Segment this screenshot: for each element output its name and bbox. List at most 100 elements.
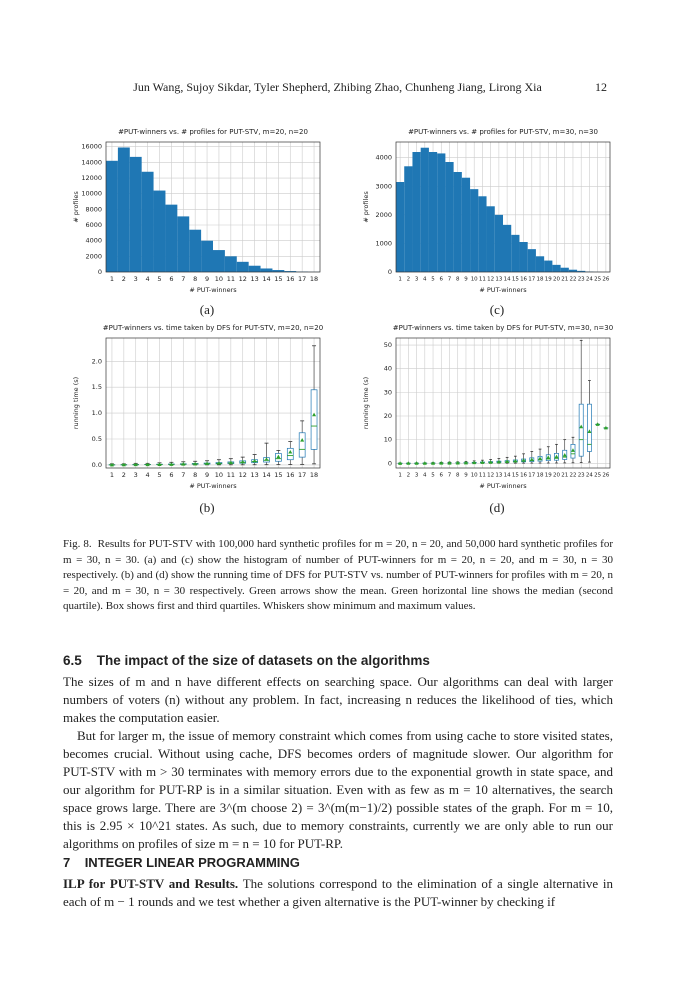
x-tick-label: 5 [157,275,161,283]
paragraph-text: The solutions correspond to the eliminat… [63,876,614,909]
box [578,403,584,457]
bar [248,265,261,272]
x-tick-label: 2 [122,471,126,479]
bar [272,270,285,272]
box [587,403,592,452]
x-tick-label: 14 [262,275,270,283]
x-tick-label: 7 [181,275,185,283]
x-axis-label: # PUT-winners [479,286,527,294]
bar [213,250,225,272]
mean-marker [133,462,138,467]
section-heading: 6.5 The impact of the size of datasets o… [63,653,430,668]
mean-marker [521,458,526,462]
x-tick-label: 7 [448,277,452,283]
x-tick-label: 2 [122,275,126,283]
bar [396,182,405,272]
x-tick-label: 4 [146,471,150,479]
y-tick-label: 3000 [375,182,392,190]
x-tick-label: 6 [169,275,173,283]
bar [511,234,520,272]
run-in-heading: ILP for PUT-STV and Results. [63,876,239,891]
x-tick-label: 3 [415,277,419,283]
mean-marker [240,459,245,464]
x-tick-label: 1 [110,275,114,283]
x-tick-label: 18 [537,277,544,283]
y-tick-label: 1000 [375,239,392,247]
x-tick-label: 13 [495,277,502,283]
x-tick-label: 12 [239,471,247,479]
paragraph: The sizes of m and n have different effe… [63,674,613,725]
bar [165,204,178,272]
mean-marker [455,460,460,465]
mean-marker [554,454,559,459]
x-tick-label: 10 [215,275,223,283]
x-tick-label: 25 [594,473,601,479]
x-tick-label: 25 [594,277,601,283]
mean-marker [398,461,403,465]
x-tick-label: 14 [504,277,511,283]
x-tick-label: 21 [561,277,568,283]
y-tick-label: 20 [384,412,392,420]
plot-frame [105,337,321,469]
bar [494,214,503,272]
bar [568,269,578,272]
x-tick-label: 17 [528,473,535,479]
x-tick-label: 26 [602,277,609,283]
x-axis-label: # PUT-winners [189,286,237,294]
section-heading: 7 INTEGER LINEAR PROGRAMMING [63,855,300,870]
x-tick-label: 5 [431,473,435,479]
x-tick-label: 4 [146,275,150,283]
x-tick-label: 7 [448,473,452,479]
section-number: 7 [63,855,71,870]
paragraph: But for larger m, the issue of memory co… [63,728,613,851]
x-tick-label: 3 [415,473,419,479]
x-tick-label: 23 [578,473,585,479]
bar [420,147,429,272]
y-tick-label: 16000 [81,143,102,151]
x-tick-label: 13 [495,473,502,479]
y-tick-label: 40 [384,365,392,373]
y-tick-label: 0.0 [92,461,102,469]
x-tick-label: 11 [227,471,235,479]
x-tick-label: 10 [471,277,478,283]
caption: Fig. 8. Results for PUT-STV with 100,000… [63,537,613,615]
mean-marker [422,461,427,465]
x-tick-label: 16 [520,277,527,283]
mean-marker [288,449,293,454]
mean-marker [264,457,269,461]
bar [412,152,421,272]
mean-marker [431,461,436,465]
x-tick-label: 8 [456,473,460,479]
bar [428,152,438,272]
page-number: 12 [595,80,607,94]
bar [552,264,561,272]
x-axis-label: # PUT-winners [189,482,237,490]
bar [503,224,512,272]
chart: #PUT-winners vs. time taken by DFS for P… [362,324,613,490]
y-tick-label: 14000 [81,158,102,166]
x-tick-label: 26 [602,473,609,479]
x-tick-label: 8 [456,277,460,283]
section-title: INTEGER LINEAR PROGRAMMING [84,855,300,870]
mean-marker [205,461,210,466]
bar [527,249,536,272]
x-tick-label: 1 [398,473,402,479]
y-tick-label: 4000 [375,154,392,162]
panel-label: (c) [489,302,505,317]
y-tick-label: 1.5 [92,383,102,391]
x-tick-label: 17 [528,277,535,283]
mean-marker [603,425,608,430]
x-tick-label: 2 [407,277,411,283]
panel-label: (d) [489,500,505,515]
y-tick-label: 4000 [85,237,102,245]
bar [224,256,237,272]
bar [535,256,545,272]
x-tick-label: 6 [169,471,173,479]
y-axis-label: running time (s) [72,377,80,429]
x-tick-label: 9 [205,471,209,479]
x-tick-label: 23 [578,277,585,283]
plot-frame [105,141,321,273]
y-axis-label: # profiles [72,191,80,223]
plot-frame [395,337,611,469]
mean-marker [562,453,567,457]
